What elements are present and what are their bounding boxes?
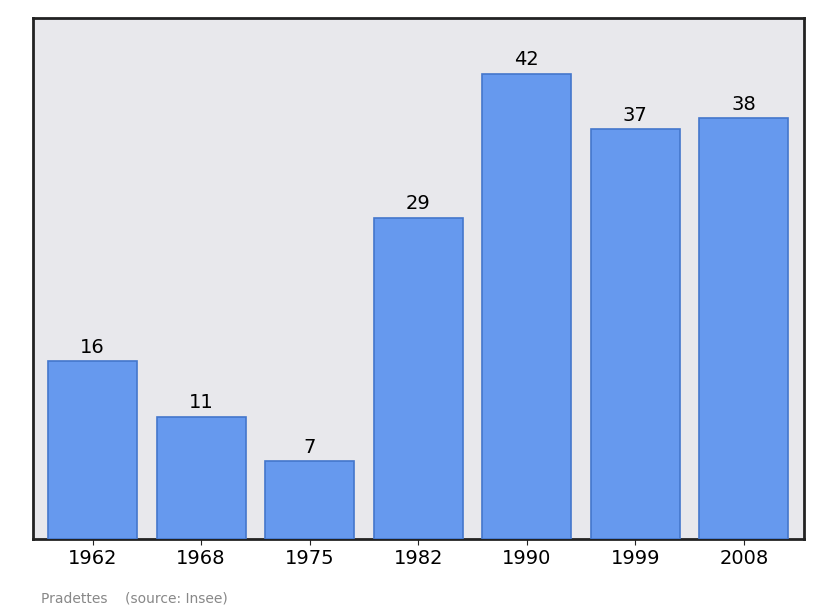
Bar bbox=[482, 73, 571, 539]
Bar bbox=[48, 362, 137, 539]
Text: Pradettes    (source: Insee): Pradettes (source: Insee) bbox=[41, 592, 228, 606]
Text: 11: 11 bbox=[188, 394, 213, 412]
Bar bbox=[373, 218, 462, 539]
Text: 7: 7 bbox=[303, 438, 315, 457]
Bar bbox=[156, 417, 245, 539]
Text: 29: 29 bbox=[405, 194, 430, 213]
Text: 37: 37 bbox=[622, 106, 647, 125]
Bar bbox=[590, 129, 679, 539]
Bar bbox=[699, 118, 787, 539]
Text: 38: 38 bbox=[731, 94, 755, 114]
Text: 16: 16 bbox=[80, 338, 105, 357]
Bar bbox=[265, 461, 354, 539]
Text: 42: 42 bbox=[514, 50, 538, 69]
